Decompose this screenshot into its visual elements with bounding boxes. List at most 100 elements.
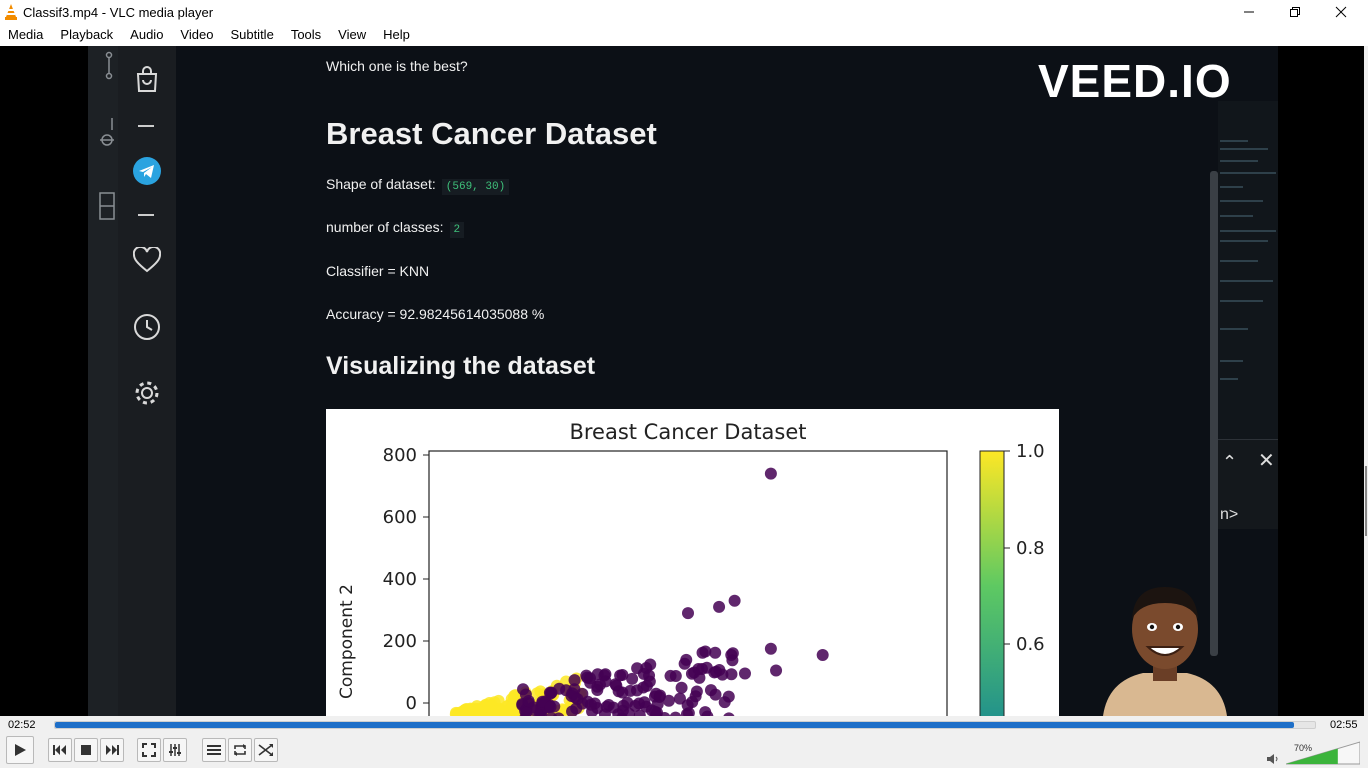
- class-0-point: [722, 690, 735, 703]
- minimize-icon: [1244, 11, 1254, 13]
- colorbar-tick-label: 0.8: [1016, 538, 1045, 559]
- class-0-point: [517, 683, 530, 696]
- menu-view[interactable]: View: [338, 27, 367, 42]
- restore-button[interactable]: [1272, 0, 1318, 24]
- outlier-point: [728, 594, 741, 607]
- heart-icon[interactable]: [132, 245, 162, 275]
- chevron-up-icon[interactable]: ⌃: [1222, 452, 1238, 472]
- class-0-point: [658, 712, 671, 716]
- find-widget: ⌃ ✕ n>: [1218, 439, 1278, 529]
- speaker-icon[interactable]: [1266, 753, 1280, 765]
- question-text: Which one is the best?: [326, 58, 468, 74]
- veed-watermark: VEED.IO: [1038, 55, 1232, 107]
- fullscreen-icon: [142, 743, 156, 757]
- equalizer-icon: [169, 744, 181, 756]
- stop-icon: [81, 745, 91, 755]
- class-0-point: [591, 680, 604, 693]
- scatter-chart: Breast Cancer Dataset 800 600 400 200 0 Comp…: [326, 409, 1059, 716]
- vlc-cone-icon: [5, 4, 17, 20]
- previous-icon: [53, 745, 66, 755]
- class-0-point: [689, 690, 702, 703]
- menu-playback[interactable]: Playback: [60, 27, 114, 42]
- menu-audio[interactable]: Audio: [130, 27, 164, 42]
- class-0-point: [662, 694, 675, 707]
- stop-button[interactable]: [74, 738, 98, 762]
- minimize-button[interactable]: [1226, 0, 1272, 24]
- loop-button[interactable]: [228, 738, 252, 762]
- outlier-point: [764, 467, 777, 480]
- fullscreen-button[interactable]: [137, 738, 161, 762]
- seek-bar[interactable]: [54, 721, 1316, 729]
- class-0-point: [568, 674, 581, 687]
- class-0-point: [566, 705, 579, 716]
- history-icon[interactable]: [132, 312, 162, 342]
- dataset-heading: Breast Cancer Dataset: [326, 116, 657, 151]
- class-0-point: [519, 711, 532, 716]
- menu-subtitle[interactable]: Subtitle: [230, 27, 274, 42]
- y-tick-label: 600: [383, 507, 417, 528]
- class-0-point: [584, 698, 597, 711]
- close-icon: [1335, 6, 1347, 18]
- class-0-point: [545, 712, 557, 716]
- close-button[interactable]: [1318, 0, 1364, 24]
- outlier-point: [713, 600, 726, 613]
- colorbar-tick-label: 0.6: [1016, 634, 1045, 655]
- menu-bar: Media Playback Audio Video Subtitle Tool…: [0, 24, 1368, 46]
- class-0-point: [709, 646, 722, 659]
- class-1-point: [456, 705, 469, 716]
- settings-icon[interactable]: [132, 378, 162, 408]
- debug-icon: [100, 118, 114, 146]
- class-0-point: [649, 705, 662, 716]
- class-0-point: [617, 699, 630, 712]
- next-button[interactable]: [100, 738, 124, 762]
- shape-label: Shape of dataset:: [326, 176, 436, 192]
- outlier-point: [738, 667, 751, 680]
- class-0-point: [616, 712, 628, 716]
- menu-media[interactable]: Media: [8, 27, 44, 42]
- accuracy-text: Accuracy = 92.98245614035088 %: [326, 306, 545, 322]
- class-0-point: [725, 668, 738, 681]
- play-icon: [15, 744, 26, 756]
- window-title: Classif3.mp4 - VLC media player: [23, 5, 214, 20]
- volume-slider[interactable]: [1286, 741, 1360, 765]
- outlier-point: [682, 607, 694, 620]
- shape-value: (569, 30): [441, 179, 510, 195]
- volume-label: 70%: [1294, 743, 1313, 753]
- menu-help[interactable]: Help: [383, 27, 410, 42]
- class-0-point: [675, 681, 688, 694]
- y-tick-label: 200: [383, 631, 417, 652]
- y-axis-label: Component 2: [337, 584, 357, 699]
- class-0-point: [637, 667, 650, 680]
- class-0-point: [640, 679, 653, 692]
- shape-row: Shape of dataset: (569, 30): [326, 176, 510, 195]
- editor-scrollbar[interactable]: [1210, 171, 1218, 656]
- presenter-avatar: [1103, 587, 1227, 716]
- menu-tools[interactable]: Tools: [290, 27, 322, 42]
- class-0-point: [726, 647, 739, 660]
- classes-row: number of classes: 2: [326, 219, 465, 238]
- video-surface[interactable]: Which one is the best? Breast Cancer Dat…: [0, 46, 1366, 716]
- class-0-point: [669, 711, 682, 716]
- playlist-button[interactable]: [202, 738, 226, 762]
- find-partial-text: n>: [1220, 506, 1239, 523]
- class-0-point: [638, 696, 651, 709]
- class-0-point: [626, 672, 639, 685]
- play-button[interactable]: [6, 736, 34, 764]
- window-edge-scrollbar[interactable]: [1364, 46, 1368, 716]
- y-tick-label: 0: [406, 693, 417, 714]
- shopping-bag-icon[interactable]: [132, 64, 162, 94]
- loop-icon: [234, 744, 246, 756]
- previous-button[interactable]: [48, 738, 72, 762]
- telegram-icon[interactable]: [132, 156, 162, 186]
- menu-video[interactable]: Video: [180, 27, 214, 42]
- shuffle-button[interactable]: [254, 738, 278, 762]
- extended-settings-button[interactable]: [163, 738, 187, 762]
- class-1-point: [499, 708, 512, 716]
- classifier-text: Classifier = KNN: [326, 263, 430, 279]
- shuffle-icon: [258, 744, 273, 756]
- close-find-icon[interactable]: ✕: [1258, 450, 1275, 472]
- class-0-point: [681, 699, 694, 712]
- sidebar-divider: [138, 125, 154, 127]
- video-frame: Which one is the best? Breast Cancer Dat…: [88, 46, 1278, 716]
- colorbar: [979, 450, 1005, 716]
